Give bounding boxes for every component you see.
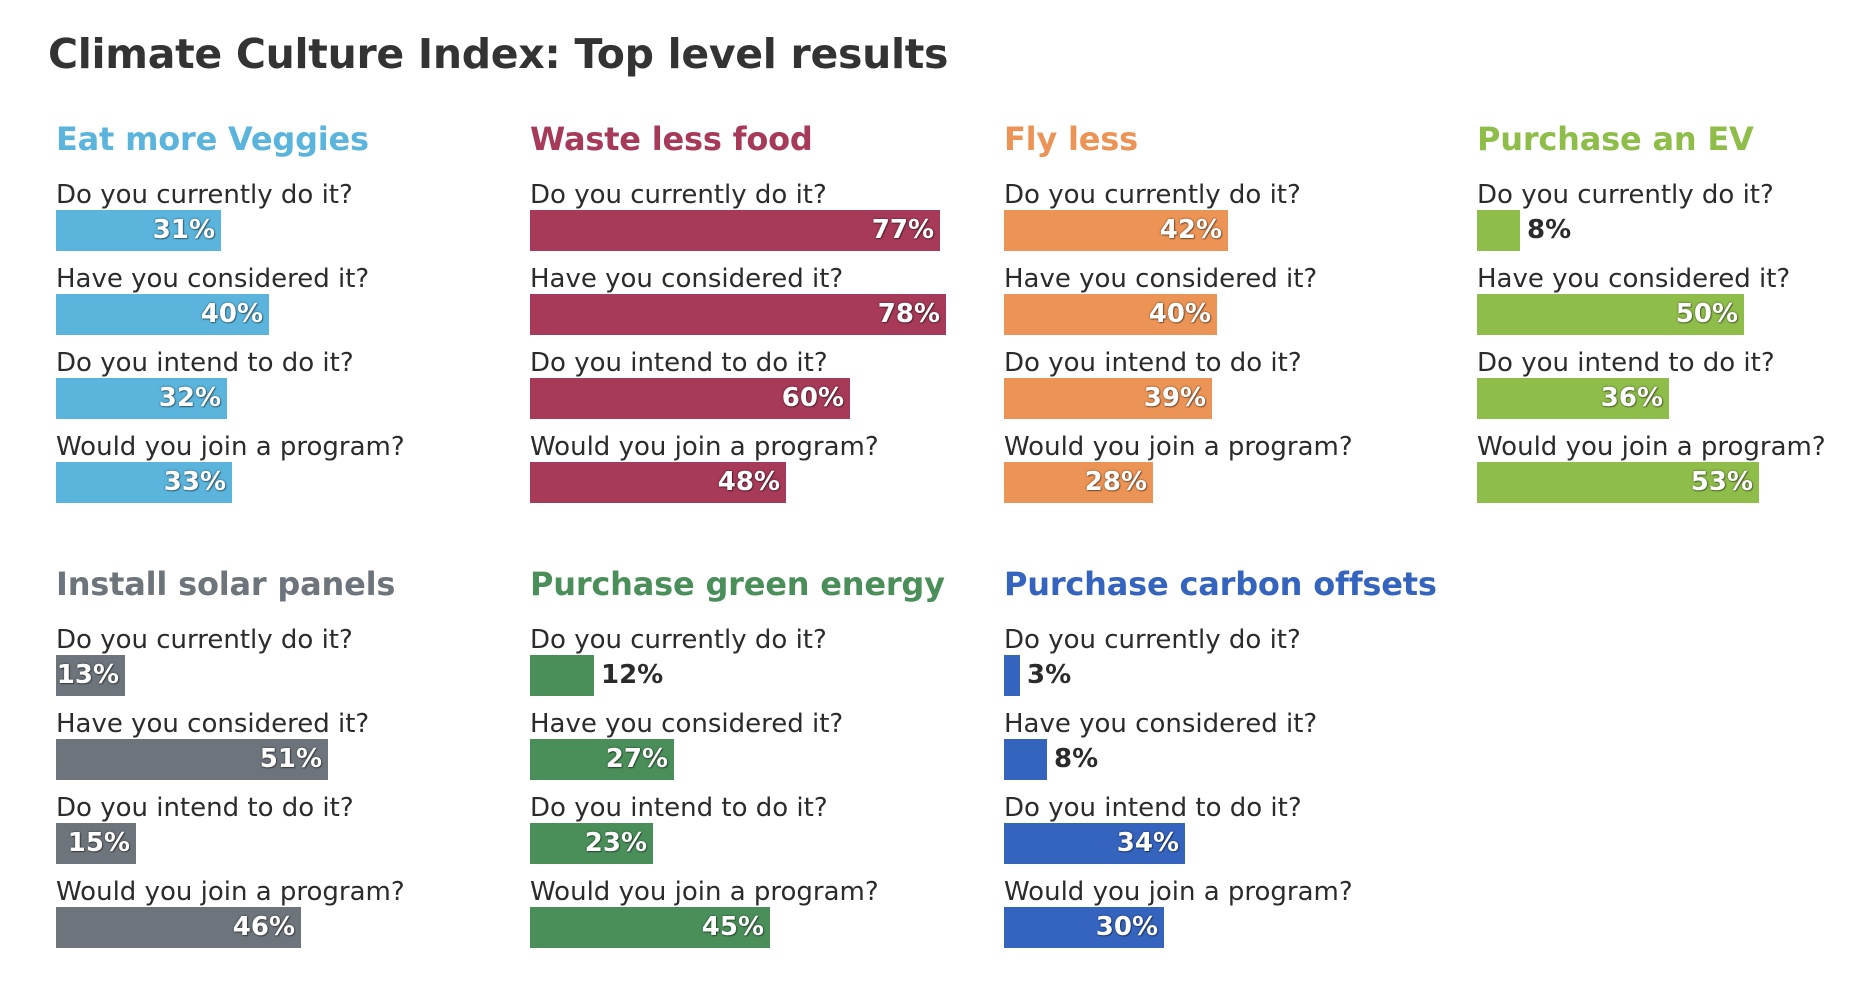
bar: [530, 907, 770, 948]
panel-install-solar-panels: Install solar panels Do you currently do …: [56, 565, 516, 965]
data-label: 42%: [1159, 215, 1222, 245]
data-label: 31%: [152, 215, 215, 245]
data-label: 3%: [1027, 660, 1072, 690]
data-label: 60%: [781, 383, 844, 413]
category-label: Do you intend to do it?: [56, 793, 354, 823]
data-label: 23%: [584, 828, 647, 858]
bar: [56, 462, 232, 503]
bar: [56, 655, 125, 696]
data-label: 51%: [259, 744, 322, 774]
data-label: 36%: [1600, 383, 1663, 413]
category-label: Do you currently do it?: [530, 625, 827, 655]
category-label: Do you currently do it?: [1004, 180, 1301, 210]
data-label: 28%: [1084, 467, 1147, 497]
data-label: 12%: [601, 660, 664, 690]
data-label: 8%: [1054, 744, 1099, 774]
panel-title: Waste less food: [530, 120, 813, 158]
category-label: Would you join a program?: [1004, 877, 1353, 907]
bar: [1004, 378, 1212, 419]
category-label: Do you intend to do it?: [1004, 348, 1302, 378]
data-label: 40%: [200, 299, 263, 329]
data-label: 33%: [163, 467, 226, 497]
bar: [530, 655, 594, 696]
category-label: Have you considered it?: [56, 709, 370, 739]
category-label: Do you currently do it?: [530, 180, 827, 210]
category-label: Have you considered it?: [1477, 264, 1791, 294]
panel-purchase-green-energy: Purchase green energy Do you currently do…: [530, 565, 990, 965]
data-label: 78%: [877, 299, 940, 329]
panel-eat-more-veggies: Eat more Veggies Do you currently do it? 3…: [56, 120, 516, 520]
category-label: Have you considered it?: [1004, 709, 1318, 739]
category-label: Would you join a program?: [1477, 432, 1826, 462]
bar: [1004, 739, 1047, 780]
chart-title: Climate Culture Index: Top level results: [48, 30, 949, 78]
bar: [1004, 655, 1020, 696]
category-label: Would you join a program?: [530, 877, 879, 907]
category-label: Do you intend to do it?: [1004, 793, 1302, 823]
panel-title: Purchase an EV: [1477, 120, 1754, 158]
data-label: 48%: [717, 467, 780, 497]
data-label: 13%: [56, 660, 119, 690]
category-label: Have you considered it?: [530, 709, 844, 739]
panel-waste-less-food: Waste less food Do you currently do it? 77…: [530, 120, 990, 520]
category-label: Do you currently do it?: [1004, 625, 1301, 655]
bar: [530, 823, 653, 864]
bar: [56, 294, 269, 335]
category-label: Would you join a program?: [56, 877, 405, 907]
category-label: Would you join a program?: [1004, 432, 1353, 462]
bar: [56, 823, 136, 864]
bar: [530, 378, 850, 419]
panel-title: Purchase carbon offsets: [1004, 565, 1437, 603]
category-label: Would you join a program?: [56, 432, 405, 462]
bar: [530, 462, 786, 503]
data-label: 8%: [1527, 215, 1572, 245]
data-label: 15%: [67, 828, 130, 858]
panel-title: Install solar panels: [56, 565, 396, 603]
bar: [56, 378, 227, 419]
panel-purchase-an-ev: Purchase an EV Do you currently do it? 8% H…: [1477, 120, 1854, 520]
bar: [56, 907, 301, 948]
panel-title: Eat more Veggies: [56, 120, 369, 158]
bar: [530, 210, 940, 251]
bar: [56, 210, 221, 251]
category-label: Have you considered it?: [56, 264, 370, 294]
category-label: Do you intend to do it?: [1477, 348, 1775, 378]
bar: [1004, 294, 1217, 335]
category-label: Do you intend to do it?: [530, 348, 828, 378]
data-label: 53%: [1690, 467, 1753, 497]
panel-title: Purchase green energy: [530, 565, 945, 603]
bar: [1004, 823, 1185, 864]
category-label: Do you intend to do it?: [530, 793, 828, 823]
bar: [530, 294, 946, 335]
data-label: 39%: [1143, 383, 1206, 413]
category-label: Do you currently do it?: [56, 625, 353, 655]
bar: [1004, 462, 1153, 503]
bar: [56, 739, 328, 780]
data-label: 27%: [605, 744, 668, 774]
bar: [1004, 210, 1228, 251]
bar: [1004, 907, 1164, 948]
data-label: 46%: [232, 912, 295, 942]
panel-title: Fly less: [1004, 120, 1138, 158]
category-label: Would you join a program?: [530, 432, 879, 462]
category-label: Have you considered it?: [1004, 264, 1318, 294]
data-label: 40%: [1148, 299, 1211, 329]
data-label: 34%: [1116, 828, 1179, 858]
bar: [1477, 462, 1759, 503]
panel-fly-less: Fly less Do you currently do it? 42% Have y…: [1004, 120, 1464, 520]
data-label: 32%: [158, 383, 221, 413]
panel-purchase-carbon-offsets: Purchase carbon offsets Do you currently …: [1004, 565, 1464, 965]
category-label: Do you intend to do it?: [56, 348, 354, 378]
category-label: Do you currently do it?: [56, 180, 353, 210]
bar: [1477, 294, 1744, 335]
category-label: Do you currently do it?: [1477, 180, 1774, 210]
data-label: 50%: [1675, 299, 1738, 329]
bar: [1477, 210, 1520, 251]
bar: [530, 739, 674, 780]
category-label: Have you considered it?: [530, 264, 844, 294]
bar: [1477, 378, 1669, 419]
data-label: 30%: [1095, 912, 1158, 942]
data-label: 77%: [871, 215, 934, 245]
data-label: 45%: [701, 912, 764, 942]
